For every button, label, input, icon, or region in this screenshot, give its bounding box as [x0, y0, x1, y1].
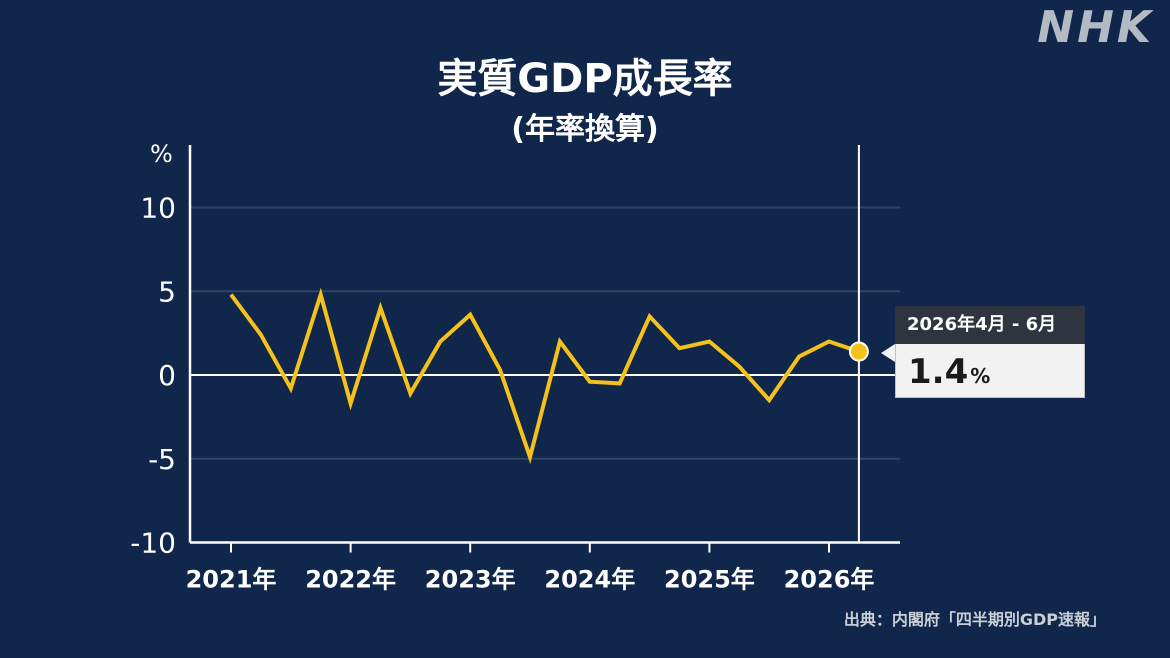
y-axis-label: %	[150, 140, 173, 168]
latest-value-point	[848, 341, 869, 362]
x-tick-label: 2023年	[425, 566, 516, 594]
y-tick-label: 10	[140, 192, 176, 225]
chart-subtitle: (年率換算)	[511, 112, 659, 147]
callout-pointer	[881, 344, 895, 362]
x-tick-label: 2024年	[544, 566, 635, 594]
x-tick-label: 2021年	[186, 566, 277, 594]
nhk-logo: NHK	[1037, 2, 1154, 53]
callout-period: 2026年4月 - 6月	[895, 306, 1085, 344]
y-tick-label: -10	[130, 527, 176, 560]
callout-value-box: 1.4%	[895, 344, 1085, 398]
y-tick-label: -5	[148, 443, 176, 476]
gdp-series-line	[229, 287, 860, 465]
chart-title: 実質GDP成長率	[437, 56, 733, 102]
y-tick-label: 5	[158, 275, 176, 308]
y-tick-label: 0	[158, 359, 176, 392]
callout-value: 1.4	[908, 352, 969, 392]
callout-unit: %	[970, 364, 991, 388]
source-note: 出典：内閣府「四半期別GDP速報」	[843, 610, 1106, 629]
x-tick-label: 2026年	[784, 566, 875, 594]
x-tick-label: 2022年	[305, 566, 396, 594]
latest-value-callout: 2026年4月 - 6月 1.4%	[881, 306, 1085, 398]
x-tick-label: 2025年	[664, 566, 755, 594]
